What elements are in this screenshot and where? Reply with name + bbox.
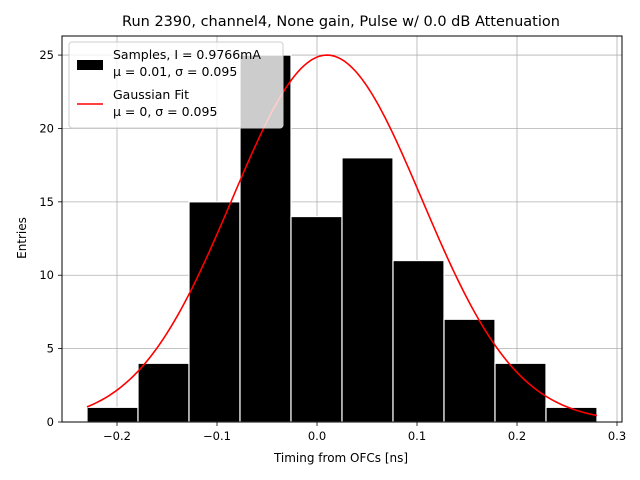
axes-frame	[61, 35, 623, 423]
legend-samples-label: Samples, I = 0.9766mA	[113, 47, 261, 62]
y-tick-label: 5	[47, 342, 54, 356]
histogram-bar	[290, 215, 343, 423]
histogram-bar	[188, 201, 241, 423]
x-tick-label: 0.1	[408, 429, 426, 443]
histogram-bar	[86, 406, 139, 423]
legend: Samples, I = 0.9766mA μ = 0.01, σ = 0.09…	[68, 41, 284, 129]
histogram-bar	[137, 362, 190, 423]
x-tick-label: 0.3	[608, 429, 626, 443]
x-tick-label: −0.2	[103, 429, 131, 443]
x-tick-label: 0.0	[308, 429, 326, 443]
y-tick-label: 10	[39, 268, 54, 282]
x-tick-label: −0.1	[203, 429, 231, 443]
histogram-bar	[341, 157, 394, 423]
chart-title: Run 2390, channel4, None gain, Pulse w/ …	[122, 14, 560, 30]
y-tick-label: 25	[39, 48, 54, 62]
x-tick-label: 0.2	[508, 429, 526, 443]
legend-samples-stats: μ = 0.01, σ = 0.095	[113, 64, 237, 79]
histogram-bar	[392, 259, 445, 423]
y-axis-ticks: 0 5 10 15 20 25	[39, 48, 62, 429]
histogram-bars	[86, 54, 598, 423]
legend-samples-swatch	[77, 60, 103, 70]
legend-box	[68, 41, 284, 129]
y-tick-label: 20	[39, 121, 54, 135]
legend-fit-label: Gaussian Fit	[113, 87, 189, 102]
legend-fit-stats: μ = 0, σ = 0.095	[113, 104, 217, 119]
y-tick-label: 15	[39, 195, 54, 209]
x-axis-ticks: −0.2 −0.1 0.0 0.1 0.2 0.3	[103, 422, 626, 443]
histogram-bar	[494, 362, 547, 423]
gaussian-fit-curve	[86, 54, 598, 417]
y-tick-label: 0	[47, 415, 54, 429]
x-axis-label: Timing from OFCs [ns]	[273, 451, 408, 465]
y-axis-label: Entries	[15, 217, 29, 259]
